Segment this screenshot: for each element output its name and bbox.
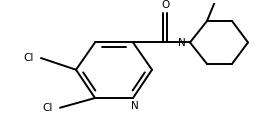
Text: N: N	[178, 38, 186, 48]
Text: Cl: Cl	[43, 103, 53, 113]
Text: Cl: Cl	[24, 53, 34, 63]
Text: O: O	[161, 0, 169, 10]
Text: N: N	[131, 101, 139, 111]
